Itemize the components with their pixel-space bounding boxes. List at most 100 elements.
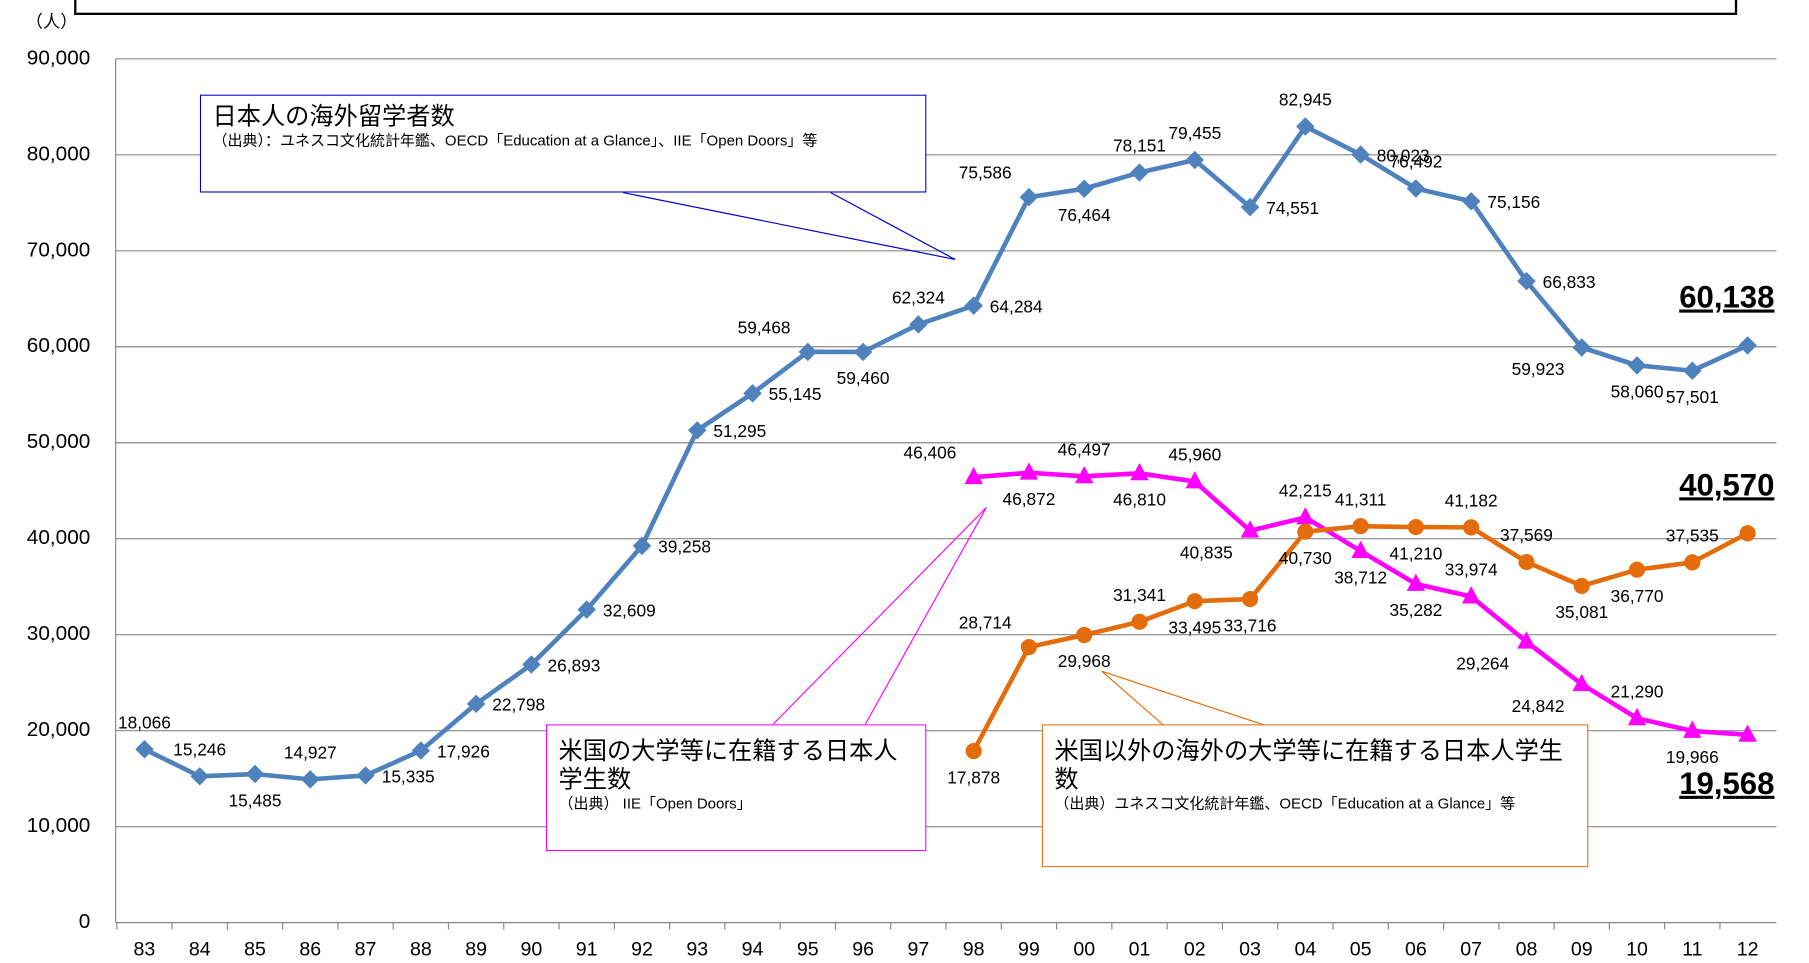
marker xyxy=(1407,519,1424,536)
marker xyxy=(1738,724,1757,742)
data-label: 59,460 xyxy=(837,368,890,388)
data-label: 42,215 xyxy=(1279,481,1332,501)
marker xyxy=(1130,462,1149,481)
x-tick-label: 96 xyxy=(852,938,874,960)
x-tick-label: 09 xyxy=(1571,938,1593,960)
annotation: 日本人の海外留学者数 （出典）：ユネスコ文化統計年鑑、OECD「Educatio… xyxy=(199,94,927,193)
marker xyxy=(135,740,154,759)
annotation-box: 米国の大学等に在籍する日本人学生数 （出典） IIE「Open Doors」 xyxy=(545,724,927,852)
x-tick-label: 07 xyxy=(1460,938,1482,960)
x-tick-label: 12 xyxy=(1737,938,1759,960)
marker xyxy=(1517,271,1536,291)
marker xyxy=(1297,523,1314,540)
series-line xyxy=(143,124,1749,782)
data-label: 75,156 xyxy=(1487,192,1540,212)
data-label: 76,464 xyxy=(1058,205,1111,225)
annotation: 米国の大学等に在籍する日本人学生数 （出典） IIE「Open Doors」 xyxy=(545,724,927,852)
x-tick-label: 83 xyxy=(134,938,156,960)
data-label: 51,295 xyxy=(713,421,766,441)
annotation-title: 米国以外の海外の大学等に在籍する日本人学生数 xyxy=(1054,738,1564,794)
data-label: 17,878 xyxy=(947,767,1000,787)
marker xyxy=(1406,179,1426,198)
marker xyxy=(1572,338,1591,357)
x-tick-label: 02 xyxy=(1184,938,1206,960)
x-tick-label: 92 xyxy=(631,938,653,960)
marker xyxy=(853,342,873,362)
marker xyxy=(743,384,762,403)
data-label: 55,145 xyxy=(769,384,822,404)
data-label: 37,569 xyxy=(1500,525,1553,545)
y-tick-label: 70,000 xyxy=(27,238,90,261)
data-label: 33,495 xyxy=(1168,617,1221,637)
marker xyxy=(301,770,320,789)
marker xyxy=(1406,573,1426,591)
data-label: 29,968 xyxy=(1058,651,1111,671)
x-tick-label: 87 xyxy=(355,938,377,960)
data-label: 26,893 xyxy=(548,655,601,675)
data-label: 18,066 xyxy=(118,712,171,732)
x-tick-label: 11 xyxy=(1682,938,1702,960)
y-unit: （人） xyxy=(26,12,78,32)
x-tick-label: 89 xyxy=(465,938,487,960)
callout-pointer xyxy=(622,192,956,261)
y-tick-label: 30,000 xyxy=(27,622,90,645)
data-label: 79,455 xyxy=(1168,123,1221,143)
data-label: 39,258 xyxy=(658,537,711,557)
x-tick-label: 88 xyxy=(410,938,432,960)
marker xyxy=(964,466,983,485)
marker xyxy=(245,764,265,784)
marker xyxy=(411,741,431,760)
data-label: 28,714 xyxy=(959,613,1012,633)
x-tick-label: 90 xyxy=(521,938,543,960)
x-tick-label: 03 xyxy=(1239,938,1261,960)
marker xyxy=(909,315,928,334)
x-tick-label: 93 xyxy=(686,938,708,960)
data-label: 59,923 xyxy=(1512,359,1565,379)
x-tick-label: 98 xyxy=(963,938,985,960)
data-label: 33,716 xyxy=(1224,615,1277,635)
data-label: 14,927 xyxy=(284,743,337,763)
annotation-source: （出典）ユネスコ文化統計年鑑、OECD「Education at a Glanc… xyxy=(1054,794,1516,812)
x-tick-label: 05 xyxy=(1350,938,1372,960)
data-label: 46,497 xyxy=(1058,440,1111,460)
y-tick-label: 60,000 xyxy=(27,334,90,357)
data-label: 17,926 xyxy=(437,741,490,761)
data-label: 24,842 xyxy=(1512,696,1565,716)
callout-pointer xyxy=(1101,670,1270,728)
data-label: 19,966 xyxy=(1666,747,1719,767)
marker xyxy=(1019,187,1039,207)
marker xyxy=(1240,520,1260,538)
marker xyxy=(1518,553,1535,571)
data-label: 45,960 xyxy=(1168,445,1221,465)
y-tick-label: 50,000 xyxy=(27,430,90,453)
marker xyxy=(1463,519,1480,536)
marker xyxy=(1573,577,1590,595)
annotation: 米国以外の海外の大学等に在籍する日本人学生数 （出典）ユネスコ文化統計年鑑、OE… xyxy=(1041,724,1589,868)
data-label: 29,264 xyxy=(1456,653,1509,673)
marker xyxy=(1351,540,1370,558)
x-tick-label: 08 xyxy=(1516,938,1538,960)
data-label: 46,872 xyxy=(1003,489,1056,509)
data-label: 41,182 xyxy=(1445,491,1498,511)
marker xyxy=(1684,554,1701,571)
marker xyxy=(1627,707,1647,726)
y-tick-label: 0 xyxy=(79,910,91,933)
data-label: 15,246 xyxy=(173,739,226,759)
top-frame xyxy=(74,0,1738,15)
data-label: 78,151 xyxy=(1113,136,1166,156)
marker xyxy=(1461,586,1481,604)
data-label: 60,138 xyxy=(1679,280,1774,315)
x-tick-label: 00 xyxy=(1073,938,1095,960)
data-label: 74,551 xyxy=(1266,198,1319,218)
data-label: 21,290 xyxy=(1611,681,1664,701)
data-label: 40,730 xyxy=(1279,548,1332,568)
data-label: 66,833 xyxy=(1543,272,1596,292)
data-label: 40,570 xyxy=(1679,467,1774,502)
x-tick-label: 01 xyxy=(1129,938,1151,960)
marker xyxy=(1351,145,1370,164)
data-label: 37,535 xyxy=(1666,526,1719,546)
marker xyxy=(1296,117,1315,136)
data-label: 46,406 xyxy=(904,443,957,463)
marker xyxy=(1296,507,1315,525)
marker xyxy=(964,296,983,315)
